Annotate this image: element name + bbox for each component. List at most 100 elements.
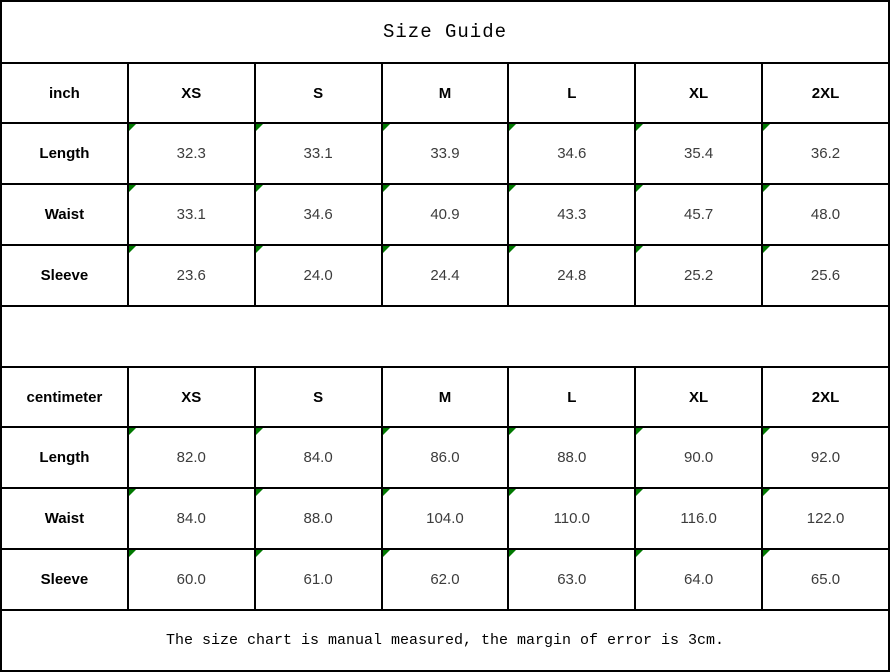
value-cell: 45.7 (634, 183, 764, 246)
cell-value: 116.0 (680, 510, 717, 527)
value-cell: 110.0 (507, 487, 637, 550)
cell-value: 62.0 (430, 571, 460, 588)
cell-value: 86.0 (430, 449, 460, 466)
value-cell: 65.0 (761, 548, 890, 611)
cell-value: 88.0 (557, 449, 587, 466)
table-row: Length 32.3 33.1 33.9 34.6 35.4 36.2 (0, 122, 890, 185)
cell-value: 65.0 (810, 571, 841, 588)
value-cell: 33.1 (126, 183, 256, 246)
value-cell: 88.0 (253, 487, 383, 550)
size-header-l: L (507, 366, 637, 428)
value-cell: 82.0 (126, 426, 256, 489)
green-corner-triangle-icon (637, 551, 644, 557)
green-corner-triangle-icon (383, 247, 390, 253)
green-corner-triangle-icon (383, 429, 390, 435)
cell-value: 61.0 (303, 571, 333, 588)
green-corner-triangle-icon (383, 125, 390, 131)
cell-value: 122.0 (806, 510, 845, 527)
value-cell: 40.9 (380, 183, 510, 246)
size-header-xs: XS (126, 62, 256, 124)
green-corner-triangle-icon (510, 429, 517, 435)
row-label: Waist (0, 183, 129, 246)
size-header-m: M (380, 366, 510, 428)
size-header-s: S (253, 62, 383, 124)
cell-value: 84.0 (303, 449, 333, 466)
cell-value: 23.6 (176, 267, 206, 284)
cell-value: 82.0 (176, 449, 206, 466)
unit-header-centimeter: centimeter (0, 366, 129, 428)
table-row: Sleeve 60.0 61.0 62.0 63.0 64.0 65.0 (0, 548, 890, 611)
cell-value: 104.0 (426, 510, 464, 527)
cell-value: 34.6 (557, 145, 587, 162)
green-corner-triangle-icon (129, 186, 136, 192)
table-row: Waist 84.0 88.0 104.0 110.0 116.0 122.0 (0, 487, 890, 550)
value-cell: 62.0 (380, 548, 510, 611)
green-corner-triangle-icon (383, 186, 390, 192)
unit-header-inch: inch (0, 62, 129, 124)
cell-value: 32.3 (176, 145, 206, 162)
green-corner-triangle-icon (256, 247, 263, 253)
size-header-xs: XS (126, 366, 256, 428)
green-corner-triangle-icon (510, 551, 517, 557)
green-corner-triangle-icon (256, 429, 263, 435)
green-corner-triangle-icon (764, 551, 771, 557)
green-corner-triangle-icon (637, 186, 644, 192)
cell-value: 35.4 (684, 145, 714, 162)
cell-value: 40.9 (430, 206, 460, 223)
green-corner-triangle-icon (129, 429, 136, 435)
cell-value: 33.9 (430, 145, 460, 162)
value-cell: 84.0 (253, 426, 383, 489)
green-corner-triangle-icon (764, 125, 771, 131)
value-cell: 34.6 (507, 122, 637, 185)
green-corner-triangle-icon (510, 490, 517, 496)
cell-value: 33.1 (303, 145, 333, 162)
value-cell: 92.0 (761, 426, 890, 489)
measurement-note: The size chart is manual measured, the m… (0, 609, 890, 672)
size-header-xl: XL (634, 366, 764, 428)
green-corner-triangle-icon (764, 429, 771, 435)
value-cell: 24.0 (253, 244, 383, 307)
value-cell: 88.0 (507, 426, 637, 489)
cell-value: 48.0 (810, 206, 841, 223)
value-cell: 104.0 (380, 487, 510, 550)
value-cell: 23.6 (126, 244, 256, 307)
spacer-row (0, 305, 890, 368)
green-corner-triangle-icon (764, 186, 771, 192)
value-cell: 63.0 (507, 548, 637, 611)
green-corner-triangle-icon (637, 490, 644, 496)
green-corner-triangle-icon (637, 125, 644, 131)
row-label: Length (0, 122, 129, 185)
value-cell: 90.0 (634, 426, 764, 489)
value-cell: 34.6 (253, 183, 383, 246)
cell-value: 24.0 (303, 267, 333, 284)
cell-value: 88.0 (303, 510, 333, 527)
value-cell: 122.0 (761, 487, 890, 550)
row-label: Waist (0, 487, 129, 550)
value-cell: 25.6 (761, 244, 890, 307)
value-cell: 60.0 (126, 548, 256, 611)
size-header-xl: XL (634, 62, 764, 124)
row-label: Sleeve (0, 244, 129, 307)
value-cell: 33.1 (253, 122, 383, 185)
green-corner-triangle-icon (510, 125, 517, 131)
value-cell: 32.3 (126, 122, 256, 185)
value-cell: 61.0 (253, 548, 383, 611)
value-cell: 116.0 (634, 487, 764, 550)
cell-value: 84.0 (176, 510, 206, 527)
value-cell: 64.0 (634, 548, 764, 611)
size-header-l: L (507, 62, 637, 124)
cell-value: 24.4 (430, 267, 460, 284)
table-row: Waist 33.1 34.6 40.9 43.3 45.7 48.0 (0, 183, 890, 246)
cell-value: 24.8 (557, 267, 587, 284)
cell-value: 60.0 (176, 571, 206, 588)
green-corner-triangle-icon (129, 490, 136, 496)
page-title: Size Guide (0, 0, 890, 64)
green-corner-triangle-icon (129, 247, 136, 253)
size-header-2xl: 2XL (761, 62, 890, 124)
green-corner-triangle-icon (383, 551, 390, 557)
value-cell: 43.3 (507, 183, 637, 246)
green-corner-triangle-icon (637, 429, 644, 435)
green-corner-triangle-icon (637, 247, 644, 253)
